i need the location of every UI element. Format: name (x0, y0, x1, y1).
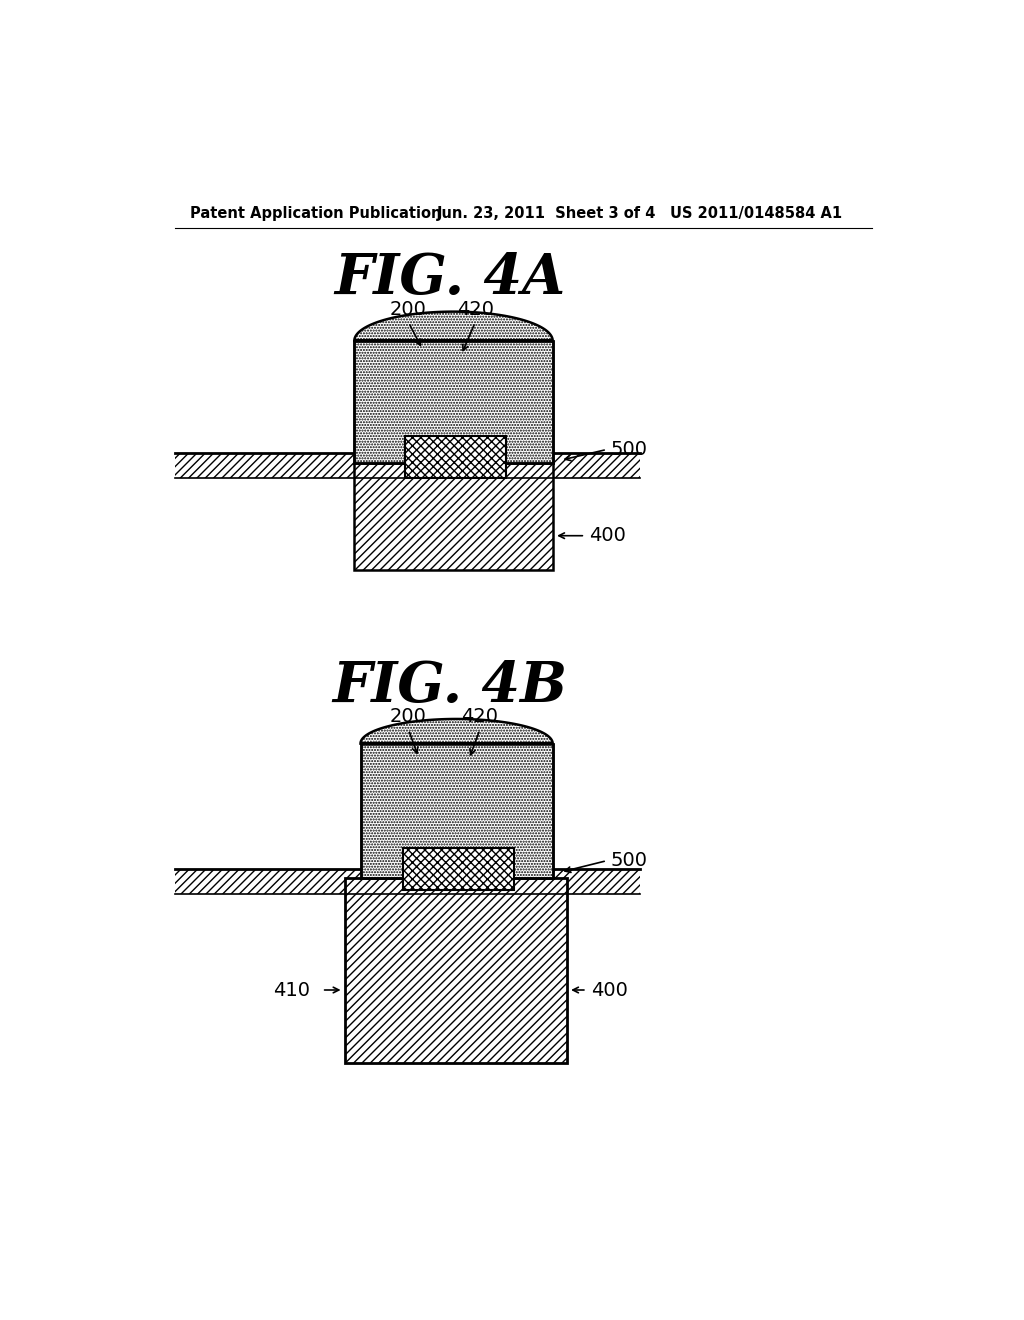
Bar (360, 743, 553, 878)
Text: 400: 400 (589, 527, 626, 545)
Bar (403, 847, 514, 890)
Bar (174, 453, 354, 478)
Bar (553, 869, 640, 894)
Text: Jun. 23, 2011  Sheet 3 of 4: Jun. 23, 2011 Sheet 3 of 4 (436, 206, 655, 222)
Bar (360, 743, 553, 878)
Bar (354, 462, 553, 570)
Bar (404, 436, 506, 478)
Bar (174, 453, 354, 478)
Bar (345, 878, 566, 1063)
Polygon shape (360, 719, 553, 743)
Bar (174, 869, 360, 894)
Text: 400: 400 (591, 981, 628, 999)
Bar (345, 878, 566, 1063)
Text: 420: 420 (457, 300, 494, 318)
Bar (354, 341, 553, 462)
Text: 200: 200 (390, 708, 427, 726)
Text: 200: 200 (390, 300, 427, 318)
Bar (553, 869, 640, 894)
Text: Patent Application Publication: Patent Application Publication (190, 206, 441, 222)
Bar (404, 436, 506, 478)
Bar (354, 341, 553, 462)
Text: 500: 500 (610, 851, 647, 870)
Text: 410: 410 (273, 981, 310, 999)
Text: US 2011/0148584 A1: US 2011/0148584 A1 (671, 206, 843, 222)
Bar (553, 453, 640, 478)
Text: FIG. 4B: FIG. 4B (332, 659, 567, 714)
Polygon shape (354, 312, 553, 341)
Text: FIG. 4A: FIG. 4A (334, 251, 565, 306)
Bar (553, 453, 640, 478)
Bar (174, 869, 360, 894)
Text: 500: 500 (610, 440, 647, 459)
Bar (354, 462, 553, 570)
Bar (403, 847, 514, 890)
Text: 420: 420 (462, 708, 499, 726)
